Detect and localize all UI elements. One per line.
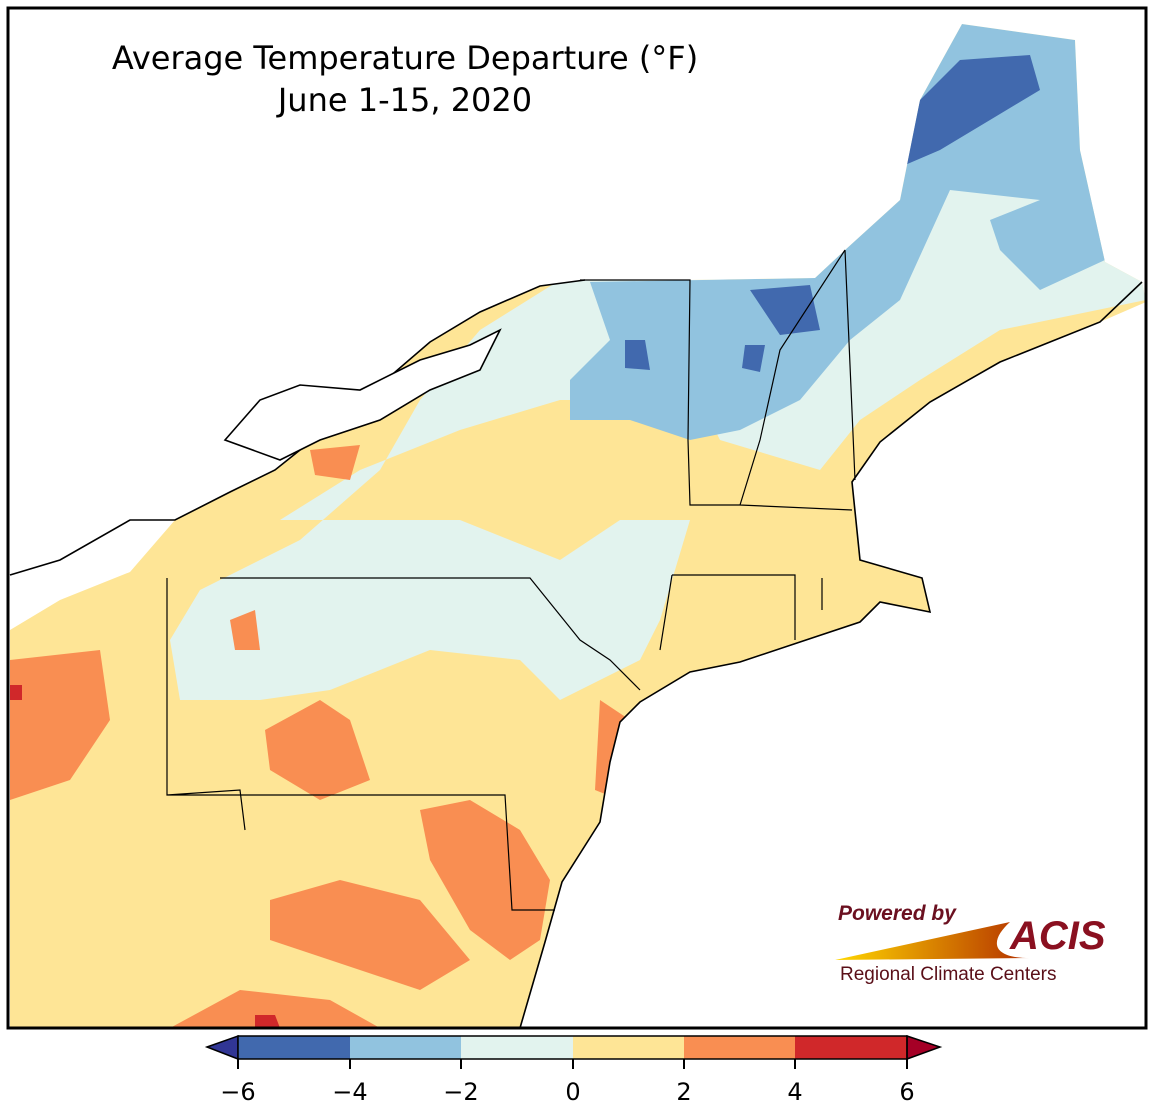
field-2-to-4 (10, 445, 720, 1028)
colorbar-arrow-high (906, 1034, 943, 1061)
map-frame (6, 6, 1148, 1030)
logo-powered-by: Powered by (838, 902, 956, 925)
state-borders (166, 249, 856, 911)
colorbar-bin (461, 1036, 573, 1059)
field-minus6-to-minus4 (625, 55, 1040, 372)
colorbar-bin (350, 1036, 461, 1059)
logo-regional-climate-centers: Regional Climate Centers (840, 964, 1057, 985)
colorbar-tick-label: 0 (565, 1078, 581, 1106)
colorbar-tick-label: 2 (676, 1078, 692, 1106)
acis-logo-swoosh (835, 922, 1030, 960)
colorbar-tick-label: −2 (443, 1078, 479, 1106)
logo-acis: ACIS (1010, 914, 1106, 958)
colorbar (204, 1034, 943, 1069)
map-title: Average Temperature Departure (°F) (111, 39, 699, 77)
colorbar-tick-label: 6 (899, 1078, 915, 1106)
colorbar-tick-label: −4 (332, 1078, 368, 1106)
colorbar-bin (573, 1036, 684, 1059)
colorbar-tick-label: −6 (220, 1078, 256, 1106)
colorbar-arrow-low (204, 1034, 239, 1061)
colorbar-tick-label: 4 (787, 1078, 803, 1106)
map-subtitle: June 1-15, 2020 (277, 81, 533, 119)
colorbar-ticks (237, 1059, 908, 1069)
lake-ontario (223, 328, 502, 461)
colorbar-bin (795, 1036, 907, 1059)
colorbar-bin (684, 1036, 795, 1059)
colorbar-bin (238, 1036, 350, 1059)
